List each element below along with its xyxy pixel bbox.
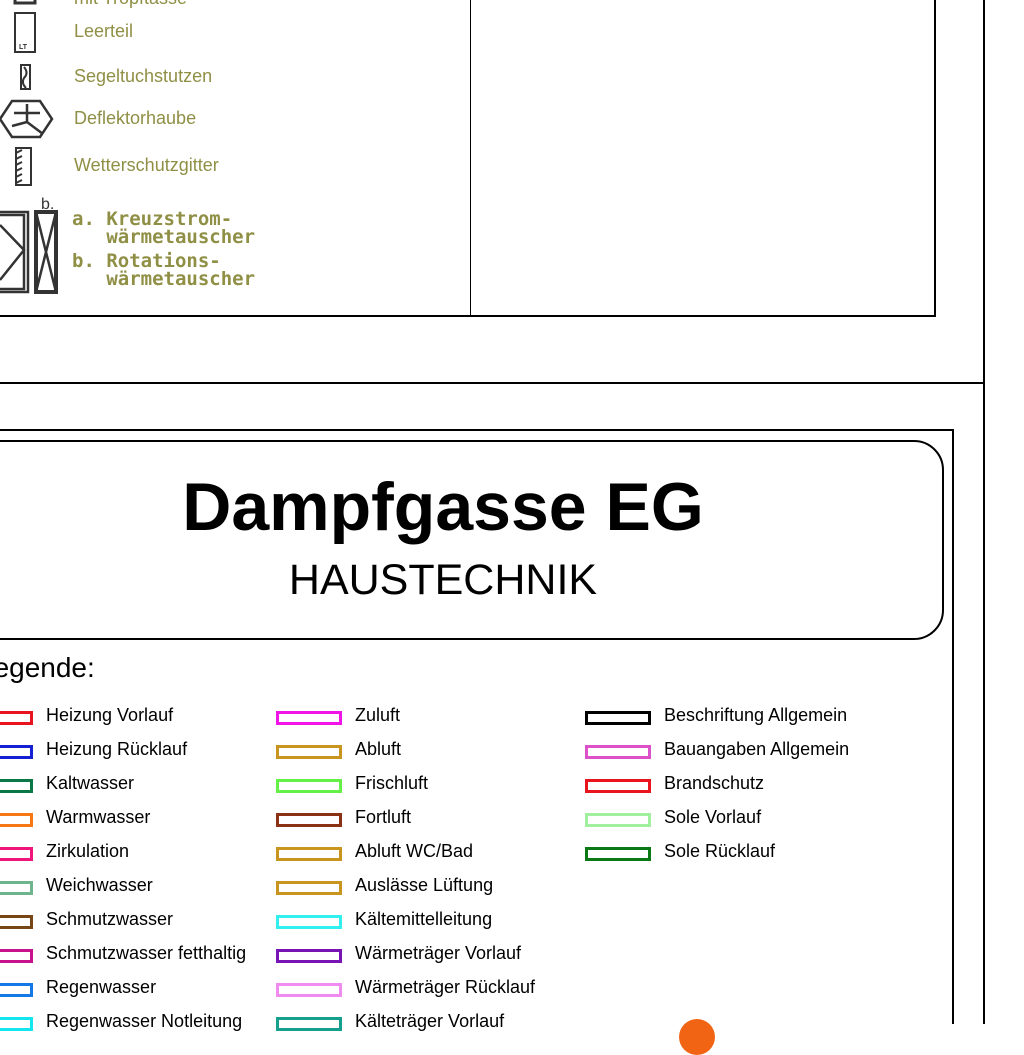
deflector-hood-icon bbox=[0, 99, 54, 139]
frame-line bbox=[934, 0, 936, 317]
legend-label: Schmutzwasser bbox=[46, 909, 174, 929]
orange-marker-icon bbox=[679, 1019, 715, 1055]
legend-label: Wärmeträger Rücklauf bbox=[355, 977, 536, 997]
legend-label: Heizung Vorlauf bbox=[46, 705, 174, 725]
legend-label: Abluft WC/Bad bbox=[355, 841, 474, 861]
legend-label: Fortluft bbox=[355, 807, 412, 827]
legend-label: Wärmeträger Vorlauf bbox=[355, 943, 522, 963]
legend-swatch bbox=[276, 915, 342, 929]
empty-part-icon: LT bbox=[14, 12, 36, 53]
legend-swatch bbox=[276, 949, 342, 963]
legend-heading: Legende: bbox=[0, 652, 95, 683]
legend-swatch bbox=[276, 881, 342, 895]
frame-line bbox=[0, 315, 936, 317]
frame-line bbox=[0, 429, 954, 431]
heat-exchanger-icon bbox=[0, 210, 58, 294]
legend-swatch bbox=[585, 847, 651, 861]
legend-label: Heizung Rücklauf bbox=[46, 739, 188, 759]
legend-swatch bbox=[276, 847, 342, 861]
symbol-icons: LT b. bbox=[0, 0, 58, 294]
legend-swatch bbox=[276, 1017, 342, 1031]
heat-exchanger-label-b2: wärmetauscher bbox=[72, 268, 256, 290]
legend-label: Schmutzwasser fetthaltig bbox=[46, 943, 247, 963]
legend-label: Zuluft bbox=[355, 705, 401, 725]
heat-exchanger-label-a1: a. Kreuzstrom- bbox=[72, 208, 233, 230]
legend-swatch bbox=[585, 745, 651, 759]
legend-swatch bbox=[0, 1017, 33, 1031]
svg-text:LT: LT bbox=[19, 44, 28, 51]
legend-label: Zirkulation bbox=[46, 841, 130, 861]
legend-swatch bbox=[0, 779, 33, 793]
legend-swatch bbox=[0, 745, 33, 759]
legend-swatch bbox=[276, 711, 342, 725]
legend-label: Kältemittelleitung bbox=[355, 909, 493, 929]
legend-swatch bbox=[0, 711, 33, 725]
title-box bbox=[0, 440, 944, 640]
legend-swatch bbox=[0, 881, 33, 895]
legend-swatch bbox=[585, 813, 651, 827]
legend-swatch bbox=[0, 847, 33, 861]
heat-exchanger-label-a2: wärmetauscher bbox=[72, 226, 256, 248]
legend-swatch bbox=[0, 813, 33, 827]
legend-swatch bbox=[0, 983, 33, 997]
drawing-title: Dampfgasse EG bbox=[182, 469, 704, 545]
legend-label: Frischluft bbox=[355, 773, 429, 793]
frame-line bbox=[0, 382, 985, 384]
legend-label: Regenwasser Notleitung bbox=[46, 1011, 243, 1031]
symbol-label-deflector-hood: Deflektorhaube bbox=[74, 108, 197, 128]
canvas-connector-icon bbox=[20, 64, 31, 90]
frame-line bbox=[470, 0, 471, 316]
weather-grille-icon bbox=[15, 147, 32, 186]
legend-label: Regenwasser bbox=[46, 977, 157, 997]
legend-label: Sole Rücklauf bbox=[664, 841, 776, 861]
symbol-label-drip-tray: mit Tropftasse bbox=[74, 0, 187, 9]
legend-label: Brandschutz bbox=[664, 773, 765, 793]
drawing-subtitle: HAUSTECHNIK bbox=[288, 556, 598, 604]
heat-exchanger-label-b1: b. Rotations- bbox=[72, 250, 221, 272]
legend-label: Auslässe Lüftung bbox=[355, 875, 494, 895]
frame-line bbox=[983, 0, 985, 1024]
frame-line bbox=[952, 429, 954, 1024]
legend-swatch bbox=[276, 813, 342, 827]
legend-label: Weichwasser bbox=[46, 875, 153, 895]
symbol-label-empty-part: Leerteil bbox=[74, 21, 134, 41]
drip-tray-icon bbox=[13, 0, 37, 5]
legend-label: Warmwasser bbox=[46, 807, 151, 827]
legend-swatch bbox=[0, 949, 33, 963]
legend-label: Abluft bbox=[355, 739, 402, 759]
legend-swatch bbox=[276, 779, 342, 793]
legend-swatch bbox=[585, 779, 651, 793]
legend-swatch bbox=[585, 711, 651, 725]
legend-swatch bbox=[0, 915, 33, 929]
legend-swatch bbox=[276, 983, 342, 997]
legend-swatch bbox=[276, 745, 342, 759]
legend-label: Bauangaben Allgemein bbox=[664, 739, 850, 759]
symbol-label-weather-grille: Wetterschutzgitter bbox=[74, 155, 219, 175]
legend-label: Sole Vorlauf bbox=[664, 807, 762, 827]
legend-label: Kaltwasser bbox=[46, 773, 135, 793]
legend-label: Kälteträger Vorlauf bbox=[355, 1011, 505, 1031]
legend-label: Beschriftung Allgemein bbox=[664, 705, 848, 725]
marker-b: b. bbox=[41, 196, 54, 213]
symbol-label-canvas-connector: Segeltuchstutzen bbox=[74, 66, 213, 86]
